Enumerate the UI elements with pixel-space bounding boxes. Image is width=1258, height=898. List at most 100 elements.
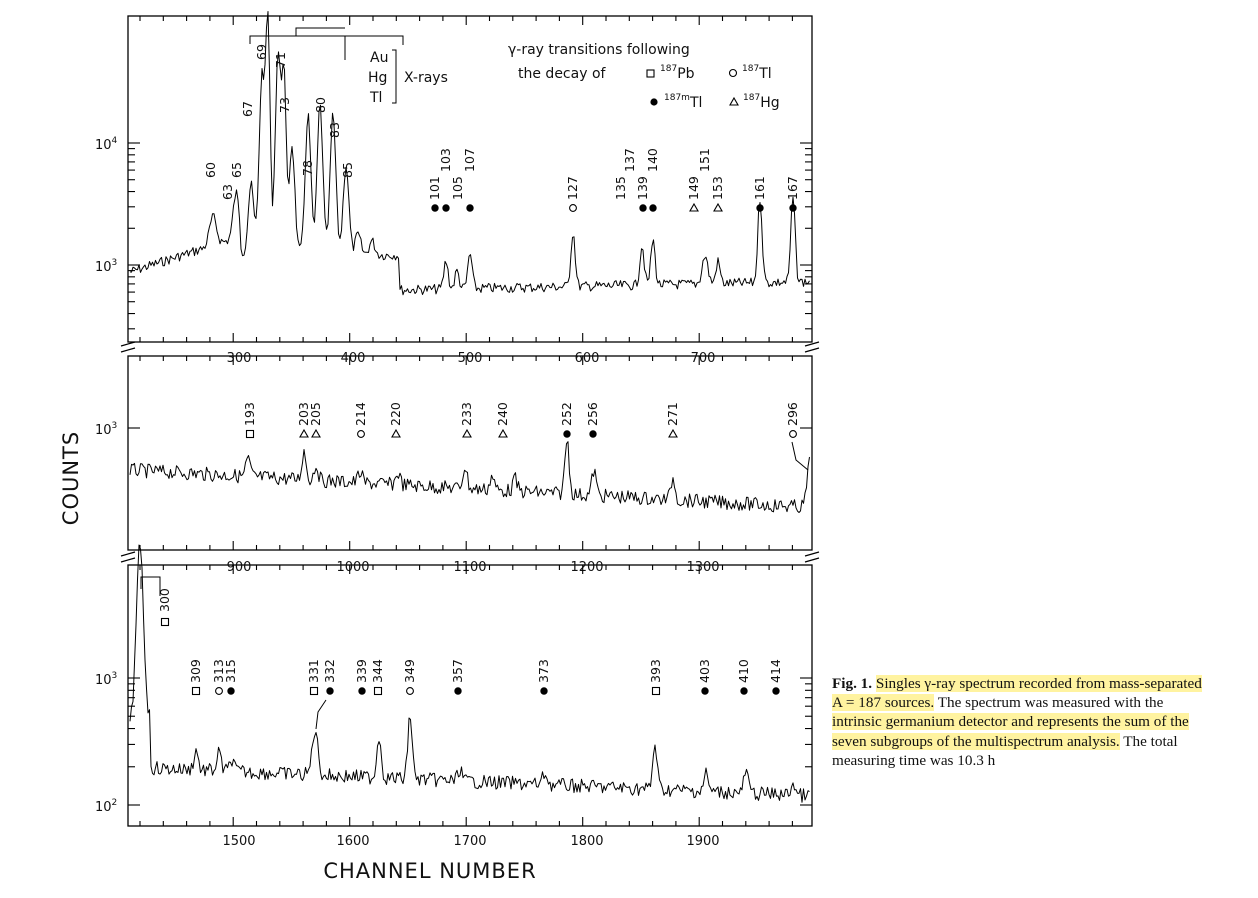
peak-label: 69 xyxy=(254,44,269,60)
legend-pb: 187Pb xyxy=(660,64,695,82)
triangle-marker-icon xyxy=(299,428,309,438)
filled-circle-marker-icon xyxy=(454,687,462,695)
peak-label: 78 xyxy=(300,160,315,176)
peak-label: 67 xyxy=(240,101,255,117)
spectrum-panel-2 xyxy=(127,355,813,551)
open-circle-marker-icon xyxy=(728,68,738,78)
y-tick-label: 104 xyxy=(95,136,118,153)
peak-label: 153 xyxy=(710,176,725,200)
filled-circle-marker-icon xyxy=(563,430,571,438)
peak-label: 313 xyxy=(211,659,226,683)
peak-label: 161 xyxy=(752,176,767,200)
filled-circle-marker-icon xyxy=(701,687,709,695)
x-tick-label: 500 xyxy=(458,351,483,366)
peak-label: 83 xyxy=(327,122,342,138)
filled-circle-marker-icon xyxy=(442,204,450,212)
spectrum-trace-3 xyxy=(129,544,810,803)
filled-circle-marker-icon xyxy=(540,687,548,695)
triangle-marker-icon xyxy=(462,428,472,438)
x-tick-label: 1300 xyxy=(686,560,719,575)
x-tick-labels-panel-3: 1500 1600 1700 1800 1900 xyxy=(222,834,719,849)
y-tick-label: 103 xyxy=(95,258,117,275)
square-marker-icon xyxy=(309,686,319,696)
peak-label: 167 xyxy=(785,176,800,200)
peak-label: 256 xyxy=(585,402,600,426)
legend-title: γ-ray transitions following xyxy=(508,42,690,58)
peak-label: 203 xyxy=(296,402,311,426)
isotope-mass: 187m xyxy=(664,93,690,103)
isotope-mass: 187 xyxy=(742,64,759,74)
open-circle-marker-icon xyxy=(357,430,365,438)
filled-circle-marker-icon xyxy=(740,687,748,695)
peak-label: 71 xyxy=(273,52,288,68)
filled-circle-marker-icon xyxy=(589,430,597,438)
filled-circle-marker-icon xyxy=(358,687,366,695)
triangle-marker-icon xyxy=(391,428,401,438)
peak-label: 373 xyxy=(536,659,551,683)
spectrum-panel-1 xyxy=(127,15,813,343)
filled-circle-marker-icon xyxy=(649,204,657,212)
x-tick-labels-panel-2: 900 1000 1100 1200 1300 xyxy=(227,560,720,575)
spectrum-trace-2 xyxy=(129,441,810,513)
triangle-marker-icon xyxy=(311,428,321,438)
xray-element-hg: Hg xyxy=(368,70,387,86)
x-axis-title: CHANNEL NUMBER xyxy=(323,859,536,883)
caption-text-2: The spectrum was measured with the xyxy=(937,694,1164,712)
peak-label: 105 xyxy=(450,176,465,200)
caption-label: Fig. 1. xyxy=(832,675,873,692)
isotope-mass: 187 xyxy=(660,64,677,74)
peak-label: 63 xyxy=(220,184,235,200)
spectrum-panel-3 xyxy=(127,564,813,827)
peak-label: 214 xyxy=(353,402,368,426)
peak-label: 240 xyxy=(495,402,510,426)
xray-bracket xyxy=(249,27,404,104)
open-circle-marker-icon xyxy=(789,430,797,438)
peak-label: 332 xyxy=(322,659,337,683)
peak-label: 339 xyxy=(354,659,369,683)
peak-label: 344 xyxy=(370,659,385,683)
peak-label: 73 xyxy=(277,97,292,113)
isotope-mass: 187 xyxy=(743,93,760,103)
peak-label: 233 xyxy=(459,402,474,426)
filled-circle-marker-icon xyxy=(789,204,797,212)
peak-label: 137 xyxy=(622,148,637,172)
peak-label: 101 xyxy=(427,176,442,200)
peak-label: 393 xyxy=(648,659,663,683)
isotope-element: Tl xyxy=(758,66,771,82)
filled-circle-marker-icon xyxy=(326,687,334,695)
filled-circle-marker-icon xyxy=(756,204,764,212)
x-tick-label: 1500 xyxy=(222,834,255,849)
peak-label: 135 xyxy=(613,176,628,200)
isotope-element: Tl xyxy=(689,95,702,111)
y-tick-labels: 104 103 103 103 102 xyxy=(95,136,118,815)
x-tick-labels-panel-1: 300 400 500 600 700 xyxy=(227,351,716,366)
legend-subtitle: the decay of xyxy=(518,66,607,82)
peak-label: 300 xyxy=(157,588,172,612)
x-tick-label: 300 xyxy=(227,351,252,366)
peak-label: 80 xyxy=(313,97,328,113)
xray-element-au: Au xyxy=(370,50,388,66)
peak-label: 151 xyxy=(697,148,712,172)
spectrum-trace-1 xyxy=(129,11,810,296)
legend-tl: 187Tl xyxy=(742,64,772,82)
legend: γ-ray transitions following the decay of… xyxy=(508,42,780,111)
triangle-marker-icon xyxy=(713,202,723,212)
isotope-element: Pb xyxy=(677,66,694,82)
square-marker-icon xyxy=(160,617,170,627)
peak-label: 414 xyxy=(768,659,783,683)
leader-lines xyxy=(140,441,809,730)
square-marker-icon xyxy=(245,429,255,439)
x-tick-label: 1600 xyxy=(336,834,369,849)
spectrum-traces xyxy=(129,11,810,803)
peak-label: 271 xyxy=(665,402,680,426)
peak-label: 357 xyxy=(450,659,465,683)
x-tick-label: 600 xyxy=(575,351,600,366)
peak-label: 252 xyxy=(559,402,574,426)
peak-label: 149 xyxy=(686,176,701,200)
caption-text-4: The total measuring time was 10.3 h xyxy=(832,732,1178,769)
triangle-marker-icon xyxy=(729,96,739,106)
figure-caption: Fig. 1. Singles γ-ray spectrum recorded … xyxy=(832,674,1202,770)
filled-circle-marker-icon xyxy=(650,98,658,106)
x-tick-label: 1900 xyxy=(686,834,719,849)
x-tick-label: 1700 xyxy=(453,834,486,849)
